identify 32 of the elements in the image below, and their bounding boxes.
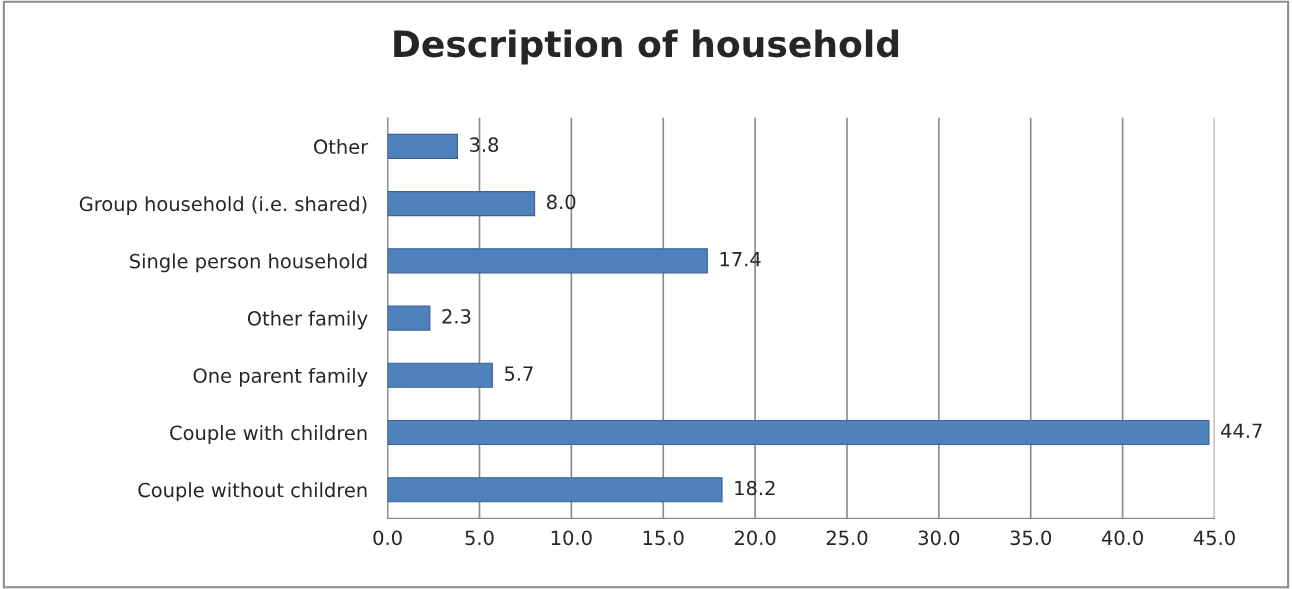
data-label: 18.2 [735, 480, 775, 496]
bar [387, 133, 458, 159]
bar [387, 305, 431, 331]
x-tick-label: 5.0 [465, 530, 494, 546]
bar [387, 477, 723, 503]
x-tick-label: 20.0 [734, 530, 776, 546]
y-tick-label: One parent family [193, 367, 368, 387]
bar [387, 362, 493, 388]
x-tick-label: 35.0 [1010, 530, 1052, 546]
x-tick-label: 15.0 [643, 530, 684, 546]
data-label: 2.3 [442, 308, 471, 324]
x-tick-label: 30.0 [918, 530, 960, 546]
data-label: 44.7 [1221, 423, 1262, 438]
y-tick-label: Other [314, 139, 369, 155]
x-tick-label: 40.0 [1101, 530, 1143, 546]
data-label: 3.8 [470, 137, 499, 153]
bar [387, 419, 1210, 446]
y-tick-label: Single person household [130, 253, 367, 273]
y-tick-label: Group household (i.e. shared) [79, 196, 367, 216]
x-tick-label: 45.0 [1193, 530, 1235, 546]
bar [387, 248, 708, 274]
y-tick-label: Couple without children [138, 482, 367, 502]
y-tick-label: Couple with children [170, 425, 367, 444]
data-label: 8.0 [547, 194, 576, 210]
y-tick-label: Other family [247, 310, 368, 330]
x-tick-label: 0.0 [373, 530, 402, 546]
x-tick-label: 25.0 [826, 530, 868, 546]
x-tick-label: 10.0 [551, 530, 592, 546]
chart-title: Description of household [394, 29, 899, 65]
bar [387, 191, 536, 217]
data-label: 5.7 [504, 366, 533, 381]
data-label: 17.4 [720, 252, 761, 267]
